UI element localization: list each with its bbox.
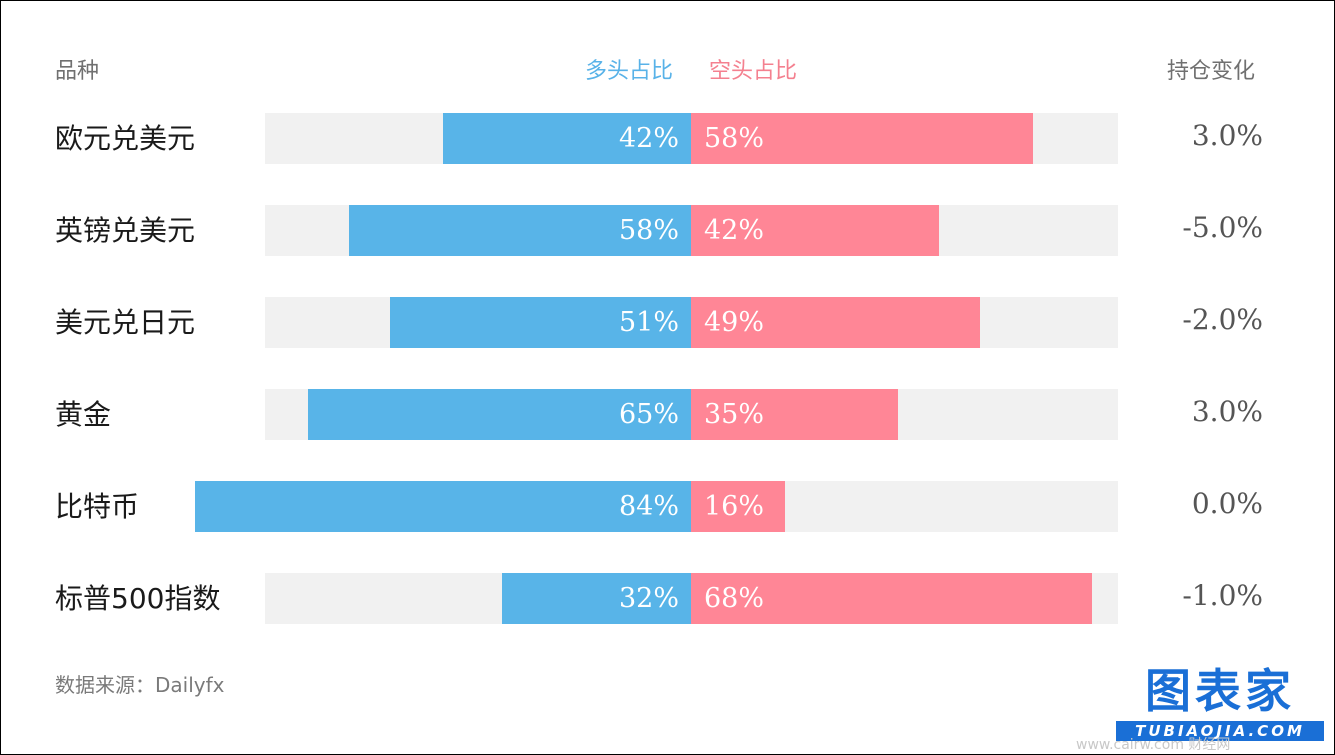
header-short-ratio: 空头占比 [709, 59, 798, 84]
long-value-label: 58% [618, 215, 679, 246]
header-category: 品种 [55, 59, 100, 84]
short-value-label: 49% [704, 307, 765, 338]
long-bar [502, 573, 691, 624]
watermark: www.cairw.com 财经网 [1076, 737, 1231, 753]
long-bar [307, 389, 691, 440]
logo-main-text: 图表家 [1145, 664, 1295, 718]
short-value-label: 68% [704, 583, 765, 614]
long-bar [443, 113, 691, 164]
category-label: 黄金 [55, 398, 112, 431]
short-value-label: 42% [704, 215, 765, 246]
short-bar [691, 389, 898, 440]
position-change-value: 3.0% [1191, 119, 1263, 152]
long-bar [390, 297, 691, 348]
long-value-label: 42% [618, 123, 679, 154]
long-bar [195, 481, 691, 532]
category-label: 英镑兑美元 [55, 214, 196, 247]
short-value-label: 35% [704, 399, 765, 430]
long-value-label: 84% [618, 491, 679, 522]
header-position-change: 持仓变化 [1167, 59, 1256, 84]
position-change-value: -1.0% [1182, 579, 1263, 612]
short-bar [691, 481, 786, 532]
category-label: 标普500指数 [55, 582, 221, 615]
category-label: 欧元兑美元 [55, 122, 196, 155]
long-bar [348, 205, 691, 256]
category-label: 美元兑日元 [55, 306, 196, 339]
short-bar [691, 297, 981, 348]
short-bar [691, 573, 1093, 624]
position-change-value: -5.0% [1182, 211, 1263, 244]
position-change-value: 3.0% [1191, 395, 1263, 428]
long-value-label: 65% [618, 399, 679, 430]
brand-logo: 图表家 TUBIAOJIA.COM [1116, 663, 1324, 747]
long-value-label: 32% [618, 583, 679, 614]
data-source: 数据来源：Dailyfx [55, 673, 225, 697]
short-bar [691, 113, 1034, 164]
position-change-value: -2.0% [1182, 303, 1263, 336]
short-value-label: 58% [704, 123, 765, 154]
long-value-label: 51% [618, 307, 679, 338]
short-value-label: 16% [704, 491, 765, 522]
logo-sub-text: TUBIAOJIA.COM [1116, 721, 1324, 741]
short-bar [691, 205, 939, 256]
category-label: 比特币 [55, 490, 140, 523]
header-long-ratio: 多头占比 [585, 59, 674, 84]
position-change-value: 0.0% [1191, 487, 1263, 520]
